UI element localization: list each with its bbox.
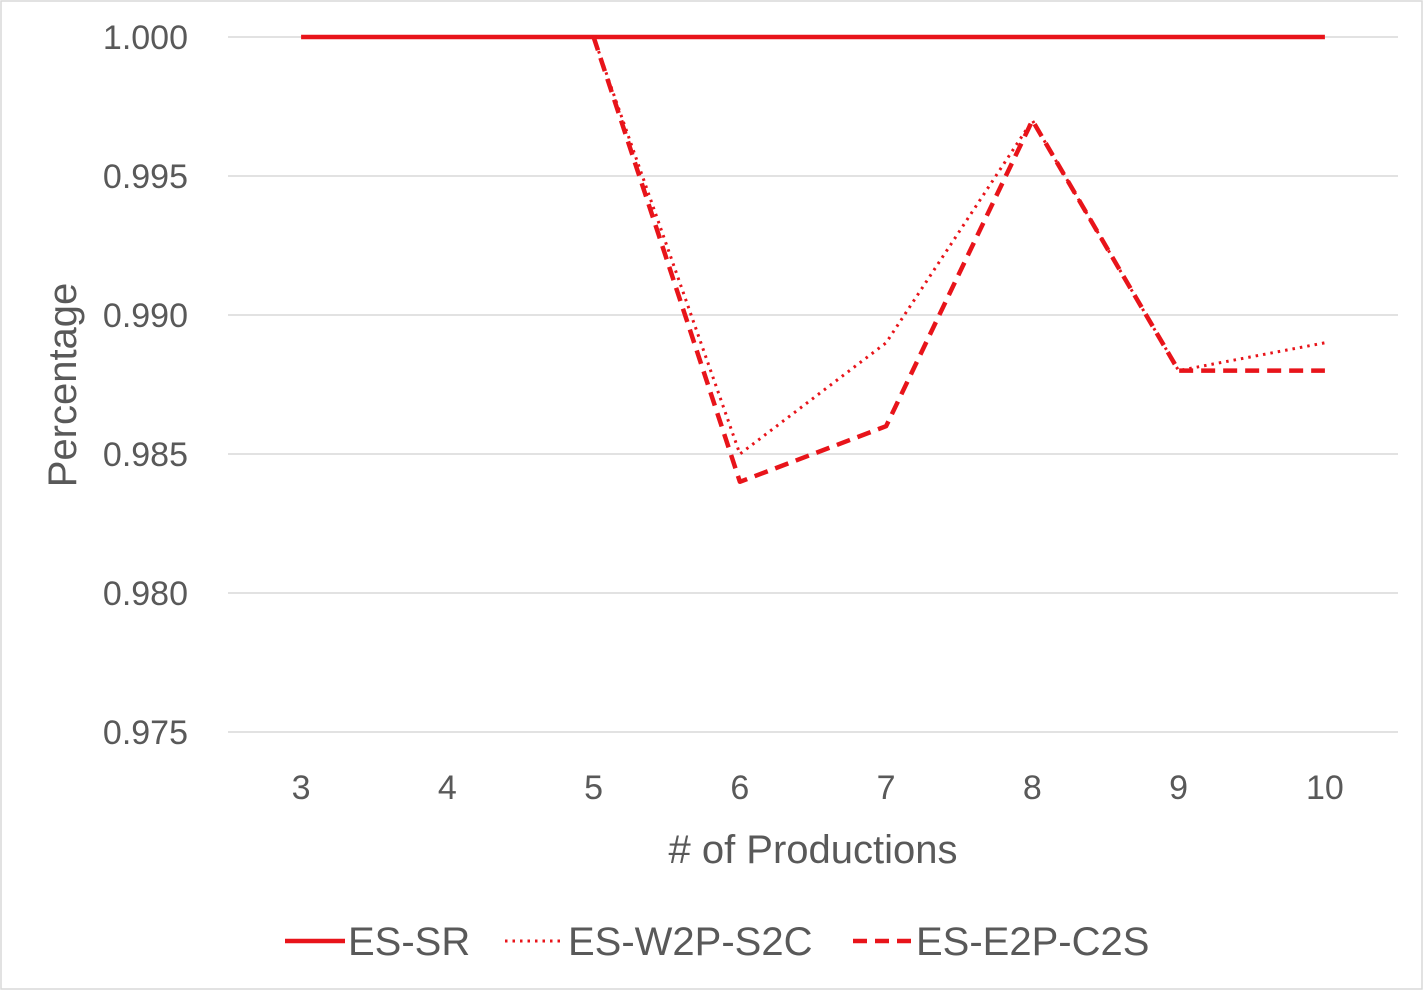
legend-label: ES-E2P-C2S xyxy=(916,920,1149,964)
gridlines xyxy=(228,36,1398,733)
legend-label: ES-W2P-S2C xyxy=(568,920,813,964)
y-tick-label: 0.995 xyxy=(103,158,188,196)
x-tick-label: 3 xyxy=(292,769,311,807)
legend-label: ES-SR xyxy=(348,920,470,964)
x-axis-title: # of Productions xyxy=(668,828,957,872)
y-tick-label: 1.000 xyxy=(103,19,188,57)
y-tick-label: 0.985 xyxy=(103,436,188,474)
series-line-es-w2p-s2c xyxy=(592,36,1326,456)
y-tick-label: 0.990 xyxy=(103,297,188,335)
x-axis-tick-labels: 3 4 5 6 7 8 9 10 xyxy=(292,769,1344,807)
x-tick-label: 4 xyxy=(438,769,457,807)
x-tick-label: 9 xyxy=(1169,769,1188,807)
series-lines xyxy=(301,34,1326,485)
x-tick-label: 7 xyxy=(877,769,896,807)
y-axis-tick-labels: 0.975 0.980 0.985 0.990 0.995 1.000 xyxy=(103,19,188,752)
x-tick-label: 6 xyxy=(730,769,749,807)
y-tick-label: 0.980 xyxy=(103,575,188,613)
y-tick-label: 0.975 xyxy=(103,714,188,752)
x-tick-label: 10 xyxy=(1306,769,1344,807)
x-tick-label: 5 xyxy=(584,769,603,807)
x-tick-label: 8 xyxy=(1023,769,1042,807)
y-axis-title: Percentage xyxy=(41,283,85,488)
series-line-es-e2p-c2s xyxy=(591,36,1325,485)
legend: ES-SR ES-W2P-S2C ES-E2P-C2S xyxy=(285,920,1149,964)
